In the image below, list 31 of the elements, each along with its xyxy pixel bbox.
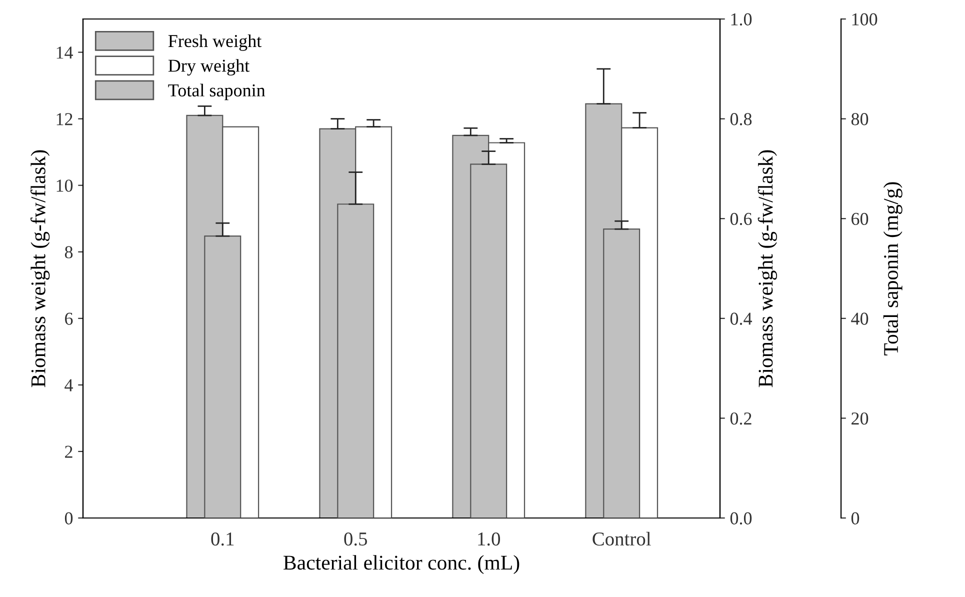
y-tick-label: 0 [64,512,73,524]
y-tick-label: 8 [64,246,73,258]
y3-tick-label: 0 [851,512,860,524]
y2-tick-label: 0.2 [730,412,752,425]
y2-axis-title: Biomass weight (g-fw/flask) [758,150,778,388]
y-tick-label: 10 [56,180,73,192]
y2-tick-label: 1.0 [731,13,752,26]
y3-tick-label: 80 [851,113,868,126]
y2-tick-label: 0.8 [730,113,752,126]
y3-tick-label: 60 [852,212,868,226]
y3-tick-label: 40 [851,312,868,325]
y2-tick-label: 0.6 [730,212,752,226]
legend-label: Dry weight [168,59,250,76]
y2-tick-label: 0.0 [730,512,752,525]
x-tick-label: Control [592,532,651,546]
y3-tick-label: 20 [852,412,868,425]
x-tick-label: 0.1 [211,532,234,546]
y3-tick-label: 100 [852,13,878,26]
y3-axis-title: Total saponin (mg/g) [883,182,902,356]
y-tick-label: 12 [56,113,72,126]
x-tick-label: 1.0 [478,532,500,546]
y2-tick-label: 0.4 [730,312,752,325]
y-tick-label: 2 [65,446,72,458]
y-tick-label: 14 [56,46,73,59]
legend-label: Total saponin [168,84,266,100]
y-tick-label: 4 [64,379,73,392]
y-axis-title: Biomass weight (g-fw/flask) [30,150,50,388]
y-tick-label: 6 [65,312,73,325]
x-axis-title: Bacterial elicitor conc. (mL) [284,555,520,574]
x-tick-label: 0.5 [344,532,368,546]
legend-label: Fresh weight [168,34,262,51]
